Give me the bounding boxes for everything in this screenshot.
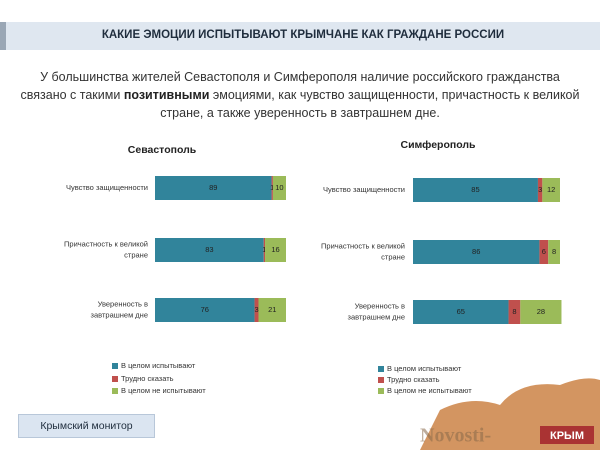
legend-swatch xyxy=(112,376,118,382)
footer-label: Крымский монитор xyxy=(40,420,133,432)
chart-title: Севастополь xyxy=(128,144,197,156)
slide-title: КАКИЕ ЭМОЦИИ ИСПЫТЫВАЮТ КРЫМЧАНЕ КАК ГРА… xyxy=(101,29,505,41)
data-label: 16 xyxy=(271,245,279,254)
lead-part: У большинства жителей Севастополя и Симф… xyxy=(20,70,560,102)
legend-swatch xyxy=(112,363,118,369)
legend-label: Трудно сказать xyxy=(387,375,440,384)
data-label: 83 xyxy=(205,245,213,254)
lead-bold: позитивными xyxy=(123,88,210,102)
bar-segment xyxy=(548,240,560,264)
legend-label: Трудно сказать xyxy=(121,374,174,383)
legend-label: В целом испытывают xyxy=(387,364,462,373)
footer-box: Крымский монитор xyxy=(18,414,155,438)
data-label: 6 xyxy=(542,247,546,256)
data-label: 3 xyxy=(254,305,258,314)
bar-segment xyxy=(155,298,255,322)
watermark-badge: КРЫМ xyxy=(550,430,584,442)
watermark: Novosti- xyxy=(420,425,491,447)
chart-title: Симферополь xyxy=(400,139,476,151)
bar-segment xyxy=(272,176,286,200)
banner: КАКИЕ ЭМОЦИИ ИСПЫТЫВАЮТ КРЫМЧАНЕ КАК ГРА… xyxy=(0,22,600,50)
badge-bg xyxy=(540,426,594,444)
bar-segment xyxy=(508,300,521,324)
data-label: 8 xyxy=(512,307,516,316)
bar-segment xyxy=(539,240,549,264)
data-label: 12 xyxy=(547,185,555,194)
bar-segment xyxy=(413,178,538,202)
data-label: 21 xyxy=(268,305,276,314)
bar-segment xyxy=(155,176,272,200)
data-label: 76 xyxy=(201,305,209,314)
bar-segment xyxy=(258,298,286,322)
category-label: Чувство защищенности xyxy=(66,183,148,192)
bar-segment xyxy=(265,238,286,262)
legend-swatch xyxy=(378,388,384,394)
bar-segment xyxy=(537,178,543,202)
legend-swatch xyxy=(112,388,118,394)
bar-segment xyxy=(413,300,509,324)
bar-segment xyxy=(254,298,259,322)
data-label: 89 xyxy=(209,183,217,192)
category-label: Причастность к великой стране xyxy=(64,239,148,259)
category-label: Уверенность в завтрашнем дне xyxy=(91,299,148,319)
data-label: 85 xyxy=(471,185,479,194)
bar-segment xyxy=(263,238,266,262)
data-label: 1 xyxy=(270,183,274,192)
legend-swatch xyxy=(378,377,384,383)
data-label: 86 xyxy=(472,247,480,256)
legend-label: В целом не испытывают xyxy=(121,386,206,395)
bar-segment xyxy=(520,300,562,324)
data-label: 8 xyxy=(552,247,556,256)
lead-part: эмоциями, как чувство защищенности, прич… xyxy=(160,88,580,120)
legend-label: В целом испытывают xyxy=(121,361,196,370)
lead-text: У большинства жителей Севастополя и Симф… xyxy=(20,68,580,122)
data-label: 1 xyxy=(262,245,266,254)
bar-segment xyxy=(271,176,273,200)
bar-segment xyxy=(155,238,264,262)
category-label: Причастность к великой стране xyxy=(321,241,405,261)
legend-swatch xyxy=(378,366,384,372)
data-label: 10 xyxy=(275,183,283,192)
bar-segment xyxy=(542,178,560,202)
legend-label: В целом не испытывают xyxy=(387,386,472,395)
data-label: 3 xyxy=(538,185,542,194)
category-label: Чувство защищенности xyxy=(323,185,405,194)
data-label: 28 xyxy=(537,307,545,316)
bar-segment xyxy=(413,240,540,264)
category-label: Уверенность в завтрашнем дне xyxy=(348,301,405,321)
data-label: 65 xyxy=(457,307,465,316)
